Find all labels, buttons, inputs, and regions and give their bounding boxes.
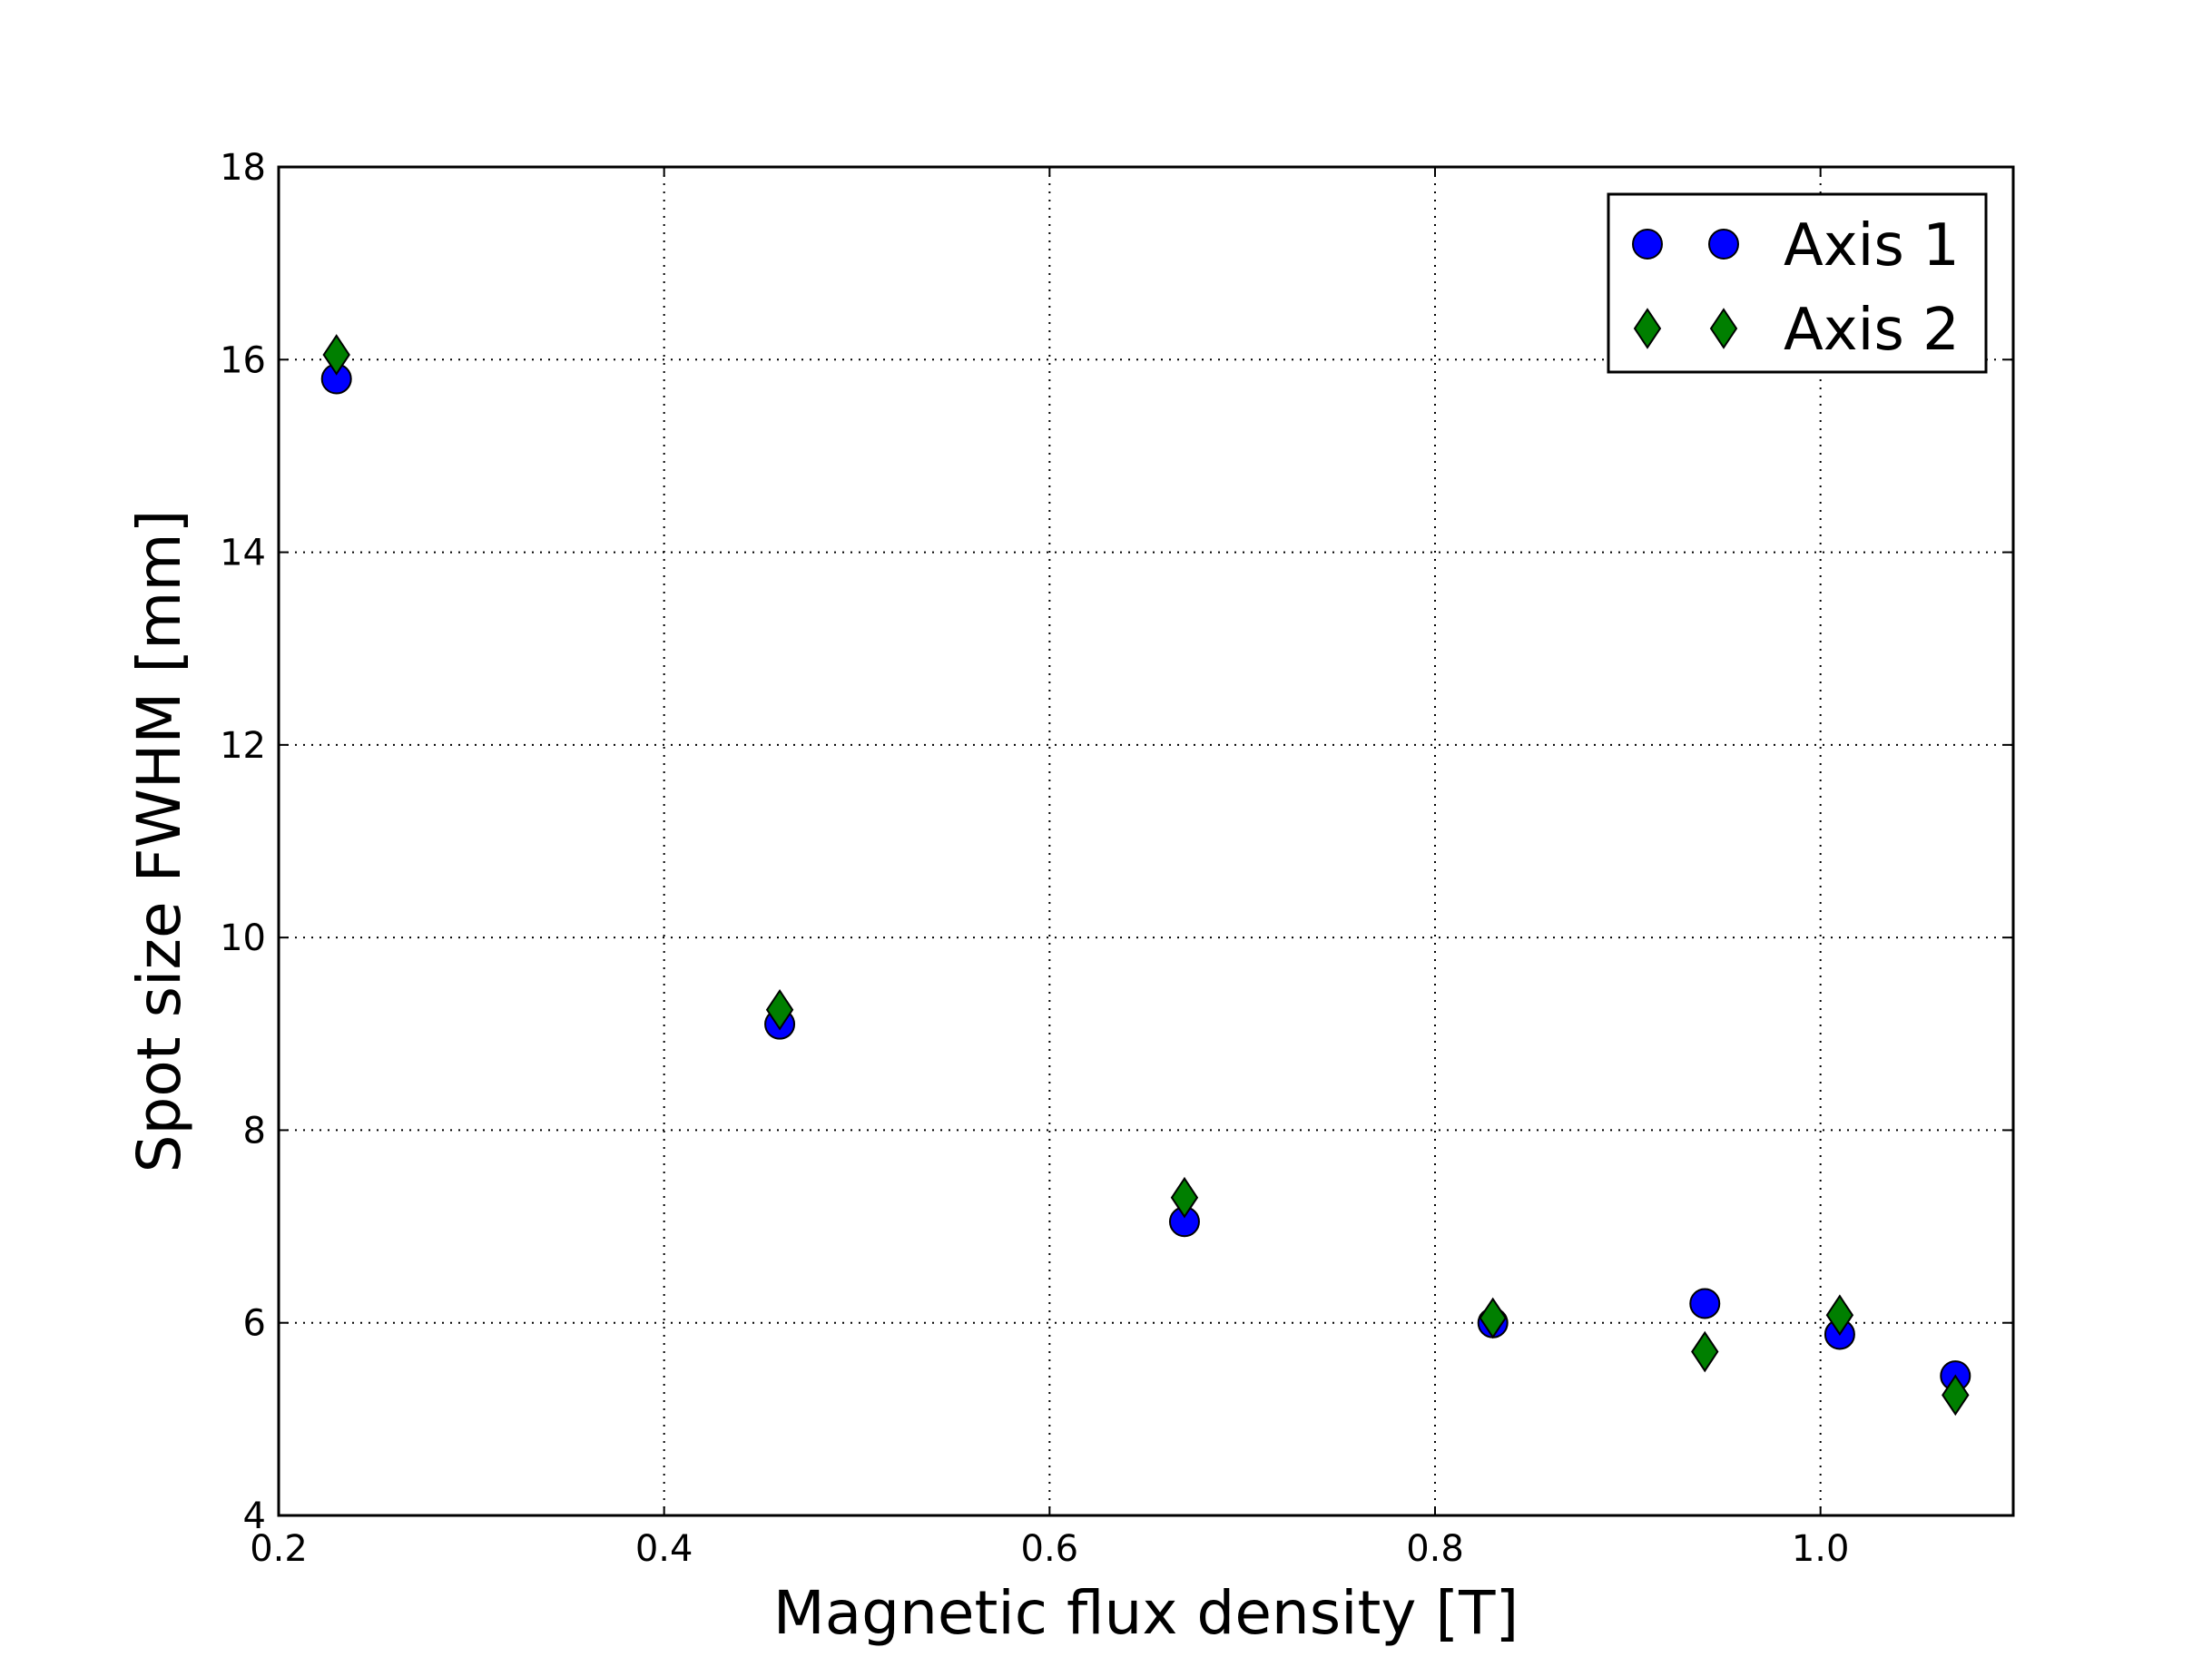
legend-label-axis-1: Axis 1 [1784, 212, 1960, 279]
x-tick-label: 0.4 [635, 1528, 693, 1570]
y-tick-label: 8 [243, 1110, 266, 1152]
legend-box [1607, 192, 1988, 374]
y-tick-label: 14 [220, 533, 266, 574]
data-point-series-2 [1479, 1297, 1507, 1339]
x-tick-label: 1.0 [1792, 1528, 1850, 1570]
y-tick-label: 6 [243, 1303, 266, 1345]
x-tick-label: 0.2 [250, 1528, 308, 1570]
data-points [320, 334, 1971, 1417]
legend-marker-axis-1 [1632, 229, 1739, 260]
x-tick-label: 0.8 [1406, 1528, 1464, 1570]
y-tick-label: 4 [243, 1495, 266, 1537]
data-point-series-1 [1689, 1288, 1721, 1319]
data-point-series-2 [322, 334, 350, 376]
data-point-series-2 [1691, 1330, 1719, 1373]
x-axis-title: Magnetic flux density [T] [773, 1578, 1519, 1648]
y-tick-label: 12 [220, 725, 266, 767]
x-tick-label: 0.6 [1021, 1528, 1079, 1570]
legend-label-axis-2: Axis 2 [1784, 297, 1960, 364]
legend: Axis 1 Axis 2 [1607, 192, 1988, 374]
x-tick-labels: 0.2 0.4 0.6 0.8 1.0 [250, 1528, 1849, 1570]
legend-marker [1632, 229, 1663, 260]
legend-marker [1633, 308, 1662, 349]
y-tick-labels: 4 6 8 10 12 14 16 18 [220, 147, 266, 1537]
legend-marker [1708, 229, 1739, 260]
grid-lines [279, 167, 2013, 1515]
y-tick-label: 16 [220, 339, 266, 381]
legend-marker-axis-2 [1633, 308, 1738, 349]
data-point-series-2 [765, 988, 794, 1031]
data-point-series-2 [1825, 1294, 1854, 1337]
data-point-series-2 [1170, 1176, 1199, 1219]
y-tick-label: 18 [220, 147, 266, 189]
y-axis-title: Spot size FWHM [mm] [124, 510, 194, 1173]
legend-marker [1709, 308, 1738, 349]
data-point-series-2 [1942, 1374, 1970, 1417]
plot-frame [277, 165, 2015, 1517]
y-tick-label: 10 [220, 917, 266, 959]
